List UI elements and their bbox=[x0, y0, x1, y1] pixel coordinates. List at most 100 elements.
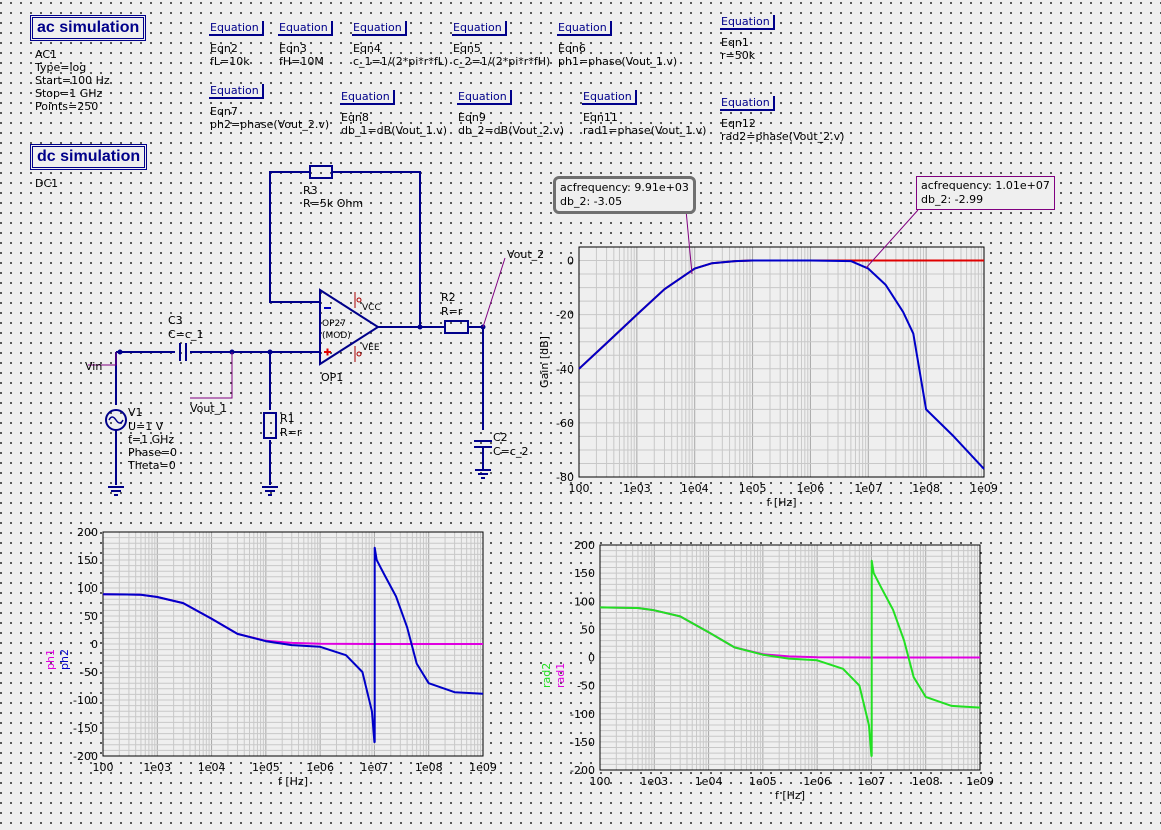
y-tick-label: -20 bbox=[556, 309, 574, 322]
equation-header[interactable]: Equation bbox=[720, 96, 775, 111]
label-leaders bbox=[88, 257, 506, 399]
phase-radian-plot: 100 1e03 1e04 1e05 1e06 1e07 1e08 1e09 200 150 100… bbox=[540, 539, 994, 802]
series-line-db_2 bbox=[578, 259, 985, 470]
r3-value: R=5k Ohm bbox=[303, 197, 364, 210]
x-tick-label: 100 bbox=[569, 482, 590, 495]
x-tick-label: 1e09 bbox=[970, 482, 998, 495]
y-axis-label-ph1: ph1 bbox=[44, 649, 57, 670]
wire bbox=[332, 171, 421, 327]
pin-marker bbox=[356, 351, 362, 357]
op1-vee: VEE bbox=[362, 343, 380, 353]
equation-name: Eqn3 bbox=[279, 42, 307, 55]
series-line-ph2 bbox=[102, 546, 484, 743]
y-tick-label: 100 bbox=[574, 595, 595, 608]
equation-body: Eqn9 db_2=dB(Vout_2.v) bbox=[458, 111, 564, 137]
op1-model: OP27 bbox=[322, 319, 346, 329]
y-tick-label: -60 bbox=[556, 417, 574, 430]
equation-header[interactable]: Equation bbox=[452, 21, 507, 36]
dc-simulation-name: DC1 bbox=[35, 177, 59, 190]
x-tick-label: 1e08 bbox=[912, 775, 940, 788]
v1-param: Theta=0 bbox=[128, 459, 176, 472]
vin-label[interactable]: Vin bbox=[85, 360, 103, 373]
marker-value: db_2: -3.05 bbox=[560, 195, 623, 208]
equation-header[interactable]: Equation bbox=[209, 84, 264, 99]
schematic bbox=[105, 165, 492, 496]
r1-value: R=r bbox=[280, 426, 302, 439]
y-tick-label: 0 bbox=[588, 652, 595, 665]
v1-source bbox=[105, 409, 127, 431]
equation-body: Eqn1 r=50k bbox=[721, 36, 755, 62]
y-tick-label: 50 bbox=[581, 623, 595, 636]
marker-box[interactable]: acfrequency: 9.91e+03 db_2: -3.05 bbox=[553, 176, 696, 214]
equation-header[interactable]: Equation bbox=[209, 21, 264, 36]
y-tick-label: 200 bbox=[574, 539, 595, 552]
c2-value: C=c_2 bbox=[493, 445, 529, 458]
equation-header[interactable]: Equation bbox=[720, 15, 775, 30]
y-tick-label: 150 bbox=[574, 567, 595, 580]
x-tick-label: 1e06 bbox=[306, 761, 334, 774]
equation-expression: fL=10k bbox=[210, 55, 250, 68]
x-tick-label: 1e05 bbox=[252, 761, 280, 774]
equation-header[interactable]: Equation bbox=[278, 21, 333, 36]
vout2-leader bbox=[482, 257, 506, 328]
gain-plot: 100 1e03 1e04 1e05 1e06 1e07 1e08 1e09 0 -20 -40 -6… bbox=[538, 246, 998, 509]
dc-simulation-box[interactable]: dc simulation bbox=[30, 144, 148, 170]
plot-background bbox=[579, 247, 984, 477]
marker-leader bbox=[865, 209, 919, 269]
equation-name: Eqn6 bbox=[558, 42, 586, 55]
x-tick-label: 1e04 bbox=[198, 761, 226, 774]
equation-expression: c_2=1/(2*pi*r*fH) bbox=[453, 55, 551, 68]
equation-name: Eqn4 bbox=[353, 42, 381, 55]
equation-name: Eqn1 bbox=[721, 36, 749, 49]
equation-header[interactable]: Equation bbox=[340, 90, 395, 105]
y-tick-label: -50 bbox=[80, 666, 98, 679]
equation-name: Eqn11 bbox=[583, 111, 618, 124]
ac-param: Start=100 Hz bbox=[35, 74, 110, 87]
equation-header[interactable]: Equation bbox=[457, 90, 512, 105]
equation-header[interactable]: Equation bbox=[582, 90, 637, 105]
y-tick-label: -200 bbox=[73, 750, 98, 763]
op1-mod: (MOD) bbox=[322, 331, 351, 341]
marker-box[interactable]: acfrequency: 1.01e+07 db_2: -2.99 bbox=[916, 176, 1055, 210]
x-tick-label: 1e03 bbox=[143, 761, 171, 774]
plot-frame bbox=[578, 246, 985, 478]
wire bbox=[468, 326, 484, 430]
r2-name: R2 bbox=[441, 291, 456, 304]
equation-name: Eqn7 bbox=[210, 105, 238, 118]
ac-param: Points=250 bbox=[35, 100, 99, 113]
equation-expression: db_2=dB(Vout_2.v) bbox=[458, 124, 564, 137]
equation-body: Eqn6 ph1=phase(Vout_1.v) bbox=[558, 42, 677, 68]
x-tick-label: 1e08 bbox=[415, 761, 443, 774]
x-tick-label: 1e04 bbox=[695, 775, 723, 788]
equation-body: Eqn8 db_1=dB(Vout_1.v) bbox=[341, 111, 447, 137]
vout2-label[interactable]: Vout_2 bbox=[507, 248, 545, 261]
x-tick-label: 1e06 bbox=[803, 775, 831, 788]
y-tick-label: -200 bbox=[570, 764, 595, 777]
x-tick-label: 1e08 bbox=[912, 482, 940, 495]
ground-icon bbox=[475, 469, 491, 479]
equation-header[interactable]: Equation bbox=[557, 21, 612, 36]
y-tick-label: -100 bbox=[570, 708, 595, 721]
equation-body: Eqn2 fL=10k bbox=[210, 42, 250, 68]
ground-icon bbox=[108, 486, 124, 496]
r3-name: R3 bbox=[303, 184, 318, 197]
equation-body: Eqn4 c_1=1/(2*pi*r*fL) bbox=[353, 42, 448, 68]
node-dot bbox=[267, 349, 273, 355]
equation-header[interactable]: Equation bbox=[352, 21, 407, 36]
c2-name: C2 bbox=[493, 431, 508, 444]
ac-simulation-box[interactable]: ac simulation bbox=[30, 15, 147, 41]
x-tick-label: 100 bbox=[590, 775, 611, 788]
x-axis-label: f [Hz] bbox=[767, 496, 797, 509]
equation-expression: rad2=phase(Vout_2.v) bbox=[721, 130, 845, 143]
r1-body bbox=[263, 412, 277, 439]
equation-expression: fH=10M bbox=[279, 55, 324, 68]
x-axis-label: f [Hz] bbox=[775, 789, 805, 802]
node-dot bbox=[417, 324, 423, 330]
y-tick-label: -50 bbox=[577, 680, 595, 693]
equation-expression: rad1=phase(Vout_1.v) bbox=[583, 124, 707, 137]
x-tick-label: 100 bbox=[93, 761, 114, 774]
vout1-label[interactable]: Vout_1 bbox=[190, 402, 228, 415]
y-axis-label-rad1: rad1 bbox=[554, 663, 567, 688]
